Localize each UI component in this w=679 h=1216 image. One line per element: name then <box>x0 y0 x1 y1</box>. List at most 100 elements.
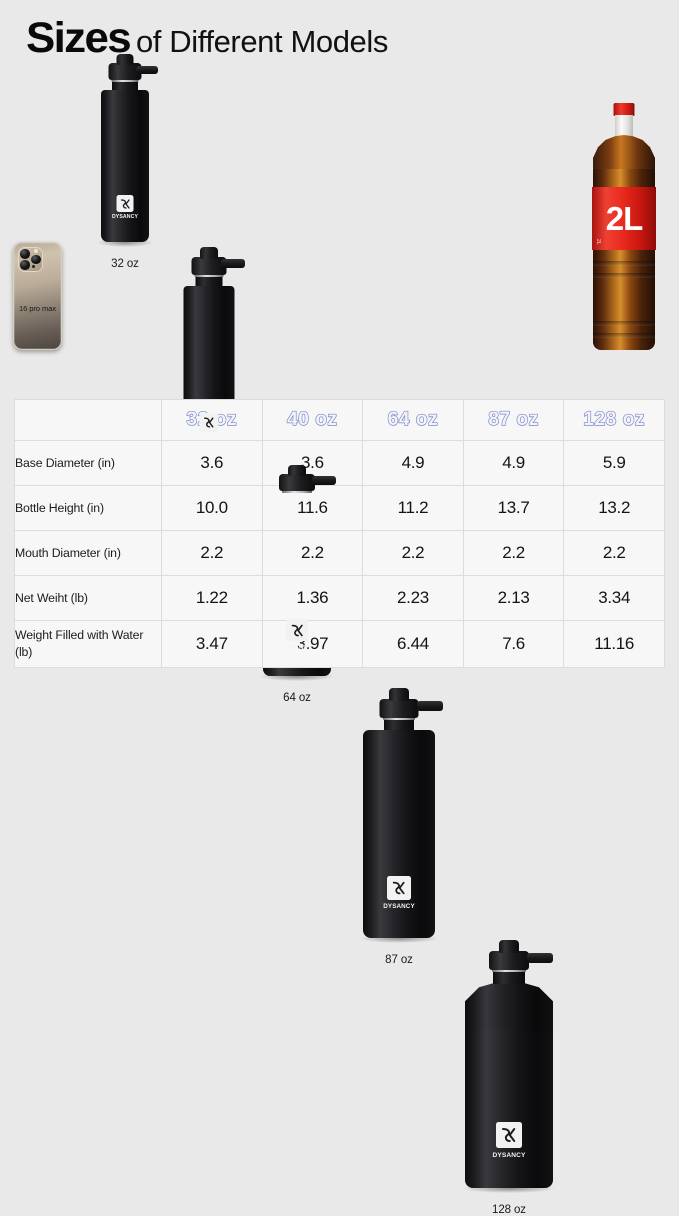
bottle-cap-top <box>200 247 218 259</box>
bottle-cap <box>279 474 315 491</box>
cell-mouth-diameter-40oz: 2.2 <box>261 530 364 576</box>
bottle-cap-handle <box>221 259 245 268</box>
column-header-32oz: 32 oz <box>161 399 263 441</box>
brand-logo-icon <box>116 195 134 212</box>
bottle-collar-ring <box>282 490 312 493</box>
cola-rib <box>593 333 655 338</box>
cola-label: 2L 2L <box>592 187 656 250</box>
cell-mouth-diameter-32oz: 2.2 <box>161 530 263 576</box>
bottle-cap-handle <box>527 953 553 963</box>
bottle-cap-top <box>499 940 519 953</box>
bottle-shadow <box>97 238 153 247</box>
iphone-16-pro-max: 16 pro max <box>13 242 62 350</box>
camera-mic-icon <box>32 265 36 269</box>
bottle-size-label-64oz: 64 oz <box>283 692 311 704</box>
cell-net-weight-64oz: 2.23 <box>362 575 464 621</box>
bottle-cap <box>489 951 529 970</box>
cell-mouth-diameter-87oz: 2.2 <box>462 530 565 576</box>
cell-bottle-height-32oz: 10.0 <box>161 485 263 531</box>
cola-side-text: 2L <box>595 239 601 245</box>
bottle-size-label-32oz: 32 oz <box>111 258 139 270</box>
bottle-shadow <box>260 672 334 681</box>
brand-logo-icon <box>496 1122 522 1148</box>
cola-rib <box>593 261 655 266</box>
bottle-neck <box>195 275 223 286</box>
bottle-cap-handle <box>136 66 158 74</box>
table-corner-cell <box>14 399 162 441</box>
cell-net-weight-40oz: 1.36 <box>261 575 364 621</box>
table-header-row: 32 oz 40 oz 64 oz 87 oz 128 oz <box>14 399 665 441</box>
cell-weight-filled-40oz: 3.97 <box>261 620 364 668</box>
row-label-mouth-diameter: Mouth Diameter (in) <box>14 530 162 576</box>
cola-bottle-2l: 2L 2L <box>591 103 657 350</box>
table-row: Weight Filled with Water (lb) 3.47 3.97 … <box>14 620 665 668</box>
cola-rib <box>593 321 655 326</box>
cell-weight-filled-128oz: 11.16 <box>563 620 665 668</box>
cola-cap-icon <box>613 103 635 116</box>
cola-shoulder <box>593 135 655 171</box>
cell-base-diameter-32oz: 3.6 <box>161 440 263 486</box>
column-header-64oz: 64 oz <box>362 399 464 441</box>
bottle-cap-top <box>116 54 134 65</box>
bottle-cap-top <box>389 688 409 701</box>
brand-logo-icon <box>387 876 411 900</box>
cell-base-diameter-128oz: 5.9 <box>563 440 665 486</box>
column-header-128oz: 128 oz <box>563 399 665 441</box>
brand-name: DYSANCY <box>195 435 223 441</box>
column-header-40oz: 40 oz <box>261 399 364 441</box>
brand-name: DYSANCY <box>111 214 139 220</box>
row-label-weight-filled: Weight Filled with Water (lb) <box>14 620 162 668</box>
row-label-bottle-height: Bottle Height (in) <box>14 485 162 531</box>
camera-lens-icon <box>31 254 41 264</box>
bottle-cap <box>108 63 142 80</box>
cell-net-weight-32oz: 1.22 <box>161 575 263 621</box>
column-header-87oz: 87 oz <box>462 399 565 441</box>
cell-mouth-diameter-128oz: 2.2 <box>563 530 665 576</box>
table-row: Base Diameter (in) 3.6 3.6 4.9 4.9 5.9 <box>14 440 665 486</box>
cola-neck <box>615 115 633 137</box>
phone-model-label: 16 pro max <box>19 304 56 313</box>
brand-logo-icon <box>286 619 308 641</box>
bottle-body <box>101 90 149 242</box>
brand-logo-icon <box>199 413 219 432</box>
bottle-size-label-128oz: 128 oz <box>492 1204 526 1216</box>
page-title-strong: Sizes <box>25 14 132 62</box>
brand-name: DYSANCY <box>383 903 415 910</box>
phone-camera-module-icon <box>18 247 43 272</box>
cell-weight-filled-87oz: 7.6 <box>462 620 565 668</box>
cell-base-diameter-87oz: 4.9 <box>462 440 565 486</box>
bottle-cap-handle <box>417 701 443 711</box>
product-lineup: 16 pro max DYSANCY 32 oz <box>0 54 679 1216</box>
cola-volume-text: 2L <box>605 200 644 237</box>
brand-name: DYSANCY <box>492 1152 526 1159</box>
bottle-cap-handle <box>312 476 336 485</box>
bottle-cap <box>191 257 227 275</box>
bottle-body <box>465 1030 553 1188</box>
camera-lens-icon <box>20 249 30 259</box>
bottle-collar-ring <box>194 274 224 277</box>
cell-base-diameter-64oz: 4.9 <box>362 440 464 486</box>
brand-name: DYSANCY <box>281 645 313 651</box>
bottle-cap-top <box>288 465 306 476</box>
row-label-base-diameter: Base Diameter (in) <box>14 440 162 486</box>
bottle-collar-ring <box>111 79 139 82</box>
table-row: Net Weiht (lb) 1.22 1.36 2.23 2.13 3.34 <box>14 575 665 621</box>
table-row: Mouth Diameter (in) 2.2 2.2 2.2 2.2 2.2 <box>14 530 665 576</box>
bottle-neck <box>493 970 525 984</box>
page-title-rest: of Different Models <box>135 24 388 59</box>
cell-bottle-height-87oz: 13.7 <box>462 485 565 531</box>
bottle-size-label-87oz: 87 oz <box>385 954 413 966</box>
cell-net-weight-128oz: 3.34 <box>563 575 665 621</box>
specifications-table: 32 oz 40 oz 64 oz 87 oz 128 oz Base Diam… <box>14 399 665 668</box>
bottle-shoulder <box>465 982 553 1030</box>
table-row: Bottle Height (in) 10.0 11.6 11.2 13.7 1… <box>14 485 665 531</box>
bottle-32oz: DYSANCY 32 oz <box>96 50 158 270</box>
cell-net-weight-87oz: 2.13 <box>462 575 565 621</box>
bottle-neck <box>112 80 138 90</box>
cell-weight-filled-64oz: 6.44 <box>362 620 464 668</box>
bottle-87oz: DYSANCY 87 oz <box>358 676 443 966</box>
camera-lens-icon <box>20 260 30 270</box>
cell-bottle-height-128oz: 13.2 <box>563 485 665 531</box>
cola-rib <box>593 273 655 278</box>
page-title: Sizes of Different Models <box>25 14 388 63</box>
